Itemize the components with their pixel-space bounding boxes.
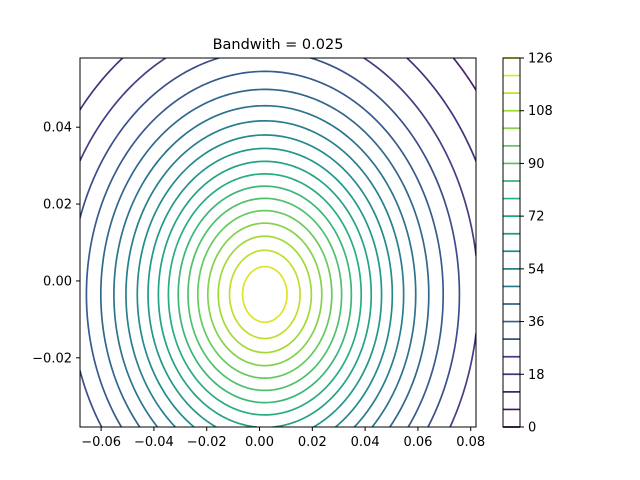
- colorbar-tick-label: 108: [528, 104, 553, 119]
- contour-line-30: [80, 58, 461, 427]
- colorbar-frame: [502, 57, 521, 428]
- x-axis: −0.06 −0.04 −0.02 0.00 0.02 0.04 0.06 0.08: [81, 427, 485, 450]
- contour-line-120: [241, 265, 288, 324]
- colorbar-tick-label: 18: [528, 368, 545, 383]
- contour-line-60: [136, 134, 394, 427]
- contour-line-18: [80, 58, 476, 163]
- contour-line-72: [157, 160, 373, 427]
- x-tick-label: −0.06: [81, 435, 121, 450]
- contour-line-84: [177, 185, 353, 404]
- contour-line-90: [187, 197, 343, 392]
- contour-line-66: [147, 147, 383, 427]
- contour-line-108: [217, 235, 313, 354]
- colorbar-tick-label: 90: [528, 157, 545, 172]
- x-tick-label: 0.04: [351, 435, 380, 450]
- contour-line-54: [125, 119, 405, 427]
- contour-line-114: [228, 249, 301, 340]
- x-tick-label: 0.08: [456, 435, 485, 450]
- x-tick-label: −0.02: [187, 435, 227, 450]
- x-tick-label: 0.00: [245, 435, 274, 450]
- colorbar-tick-label: 54: [528, 262, 545, 277]
- contour-line-48: [113, 104, 417, 427]
- contour-line-42: [99, 88, 430, 427]
- contour-line-36: [85, 70, 445, 427]
- colorbar-tick-label: 0: [528, 421, 536, 436]
- x-tick-label: 0.06: [403, 435, 432, 450]
- y-axis: −0.02 0.00 0.02 0.04: [32, 121, 80, 366]
- contour-line-78: [167, 173, 363, 416]
- y-tick-label: 0.02: [43, 198, 72, 213]
- chart-title: Bandwith = 0.025: [213, 37, 344, 53]
- x-tick-label: 0.02: [298, 435, 327, 450]
- contour-line-96: [196, 209, 333, 379]
- contour-line-12: [452, 58, 476, 91]
- x-tick-label: −0.04: [134, 435, 174, 450]
- colorbar-tick-label: 36: [528, 315, 545, 330]
- contour-line-102: [206, 222, 323, 367]
- y-tick-label: −0.02: [32, 351, 72, 366]
- colorbar: 0 18 36 54 72 90 108 126: [502, 52, 553, 436]
- colorbar-tick-label: 72: [528, 210, 545, 225]
- y-tick-label: 0.00: [43, 274, 72, 289]
- colorbar-tick-label: 126: [528, 52, 553, 67]
- contour-lines: [80, 58, 476, 427]
- y-tick-label: 0.04: [43, 121, 72, 136]
- plot-frame: [79, 57, 477, 428]
